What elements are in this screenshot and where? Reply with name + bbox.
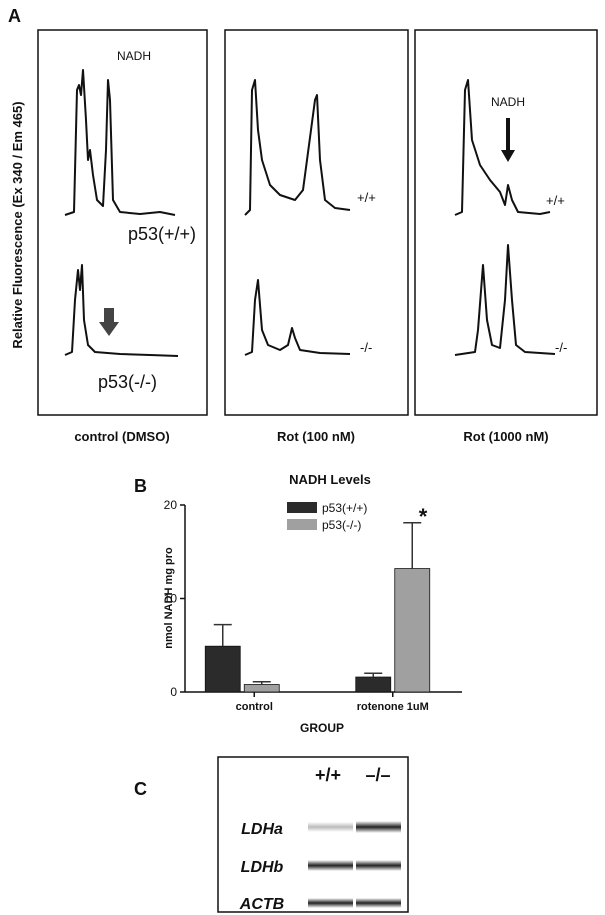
trace — [244, 79, 351, 216]
chart-title: NADH Levels — [289, 472, 371, 487]
annotation: * — [419, 504, 428, 529]
column-label: control (DMSO) — [74, 429, 169, 444]
row-label: LDHb — [241, 859, 284, 876]
y-axis-label: Relative Fluorescence (Ex 340 / Em 465) — [10, 101, 25, 348]
y-tick-label: 20 — [164, 498, 178, 512]
peak-label: NADH — [117, 49, 151, 63]
row-label: ACTB — [239, 896, 284, 913]
band — [308, 860, 353, 871]
trace — [454, 79, 551, 216]
column-label: Rot (100 nM) — [277, 429, 355, 444]
band — [356, 821, 401, 833]
error-bar — [364, 672, 383, 678]
frame — [217, 756, 409, 913]
y-axis-label: nmol NADH mg pro — [163, 547, 175, 649]
legend-swatch — [287, 502, 317, 513]
error-bar — [403, 522, 422, 569]
error-bar — [213, 623, 232, 647]
band — [356, 860, 401, 871]
trace — [64, 264, 179, 357]
y-tick-label: 10 — [164, 592, 178, 606]
column-label: +/+ — [315, 765, 341, 785]
trace — [244, 279, 351, 356]
row-label: LDHa — [241, 821, 283, 838]
error-bar — [252, 680, 271, 685]
trace-label: p53(-/-) — [98, 372, 157, 392]
band — [308, 898, 353, 908]
peak-label: NADH — [491, 95, 525, 109]
trace-label: p53(+/+) — [128, 224, 196, 244]
legend-label: p53(+/+) — [322, 501, 367, 515]
frame — [224, 29, 409, 416]
column-label: Rot (1000 nM) — [463, 429, 548, 444]
band — [308, 822, 353, 832]
frame — [37, 29, 208, 416]
y-tick-label: 0 — [170, 685, 177, 699]
bar — [204, 645, 241, 693]
panel-label: B — [134, 476, 147, 496]
panel-label: A — [8, 6, 21, 26]
band — [356, 898, 401, 908]
arrow — [501, 118, 515, 162]
x-tick-label: control — [236, 701, 273, 713]
trace-label: +/+ — [546, 193, 565, 208]
trace-label: -/- — [360, 340, 372, 355]
trace-label: +/+ — [357, 190, 376, 205]
trace — [454, 244, 556, 356]
frame — [414, 29, 598, 416]
legend-swatch — [287, 519, 317, 530]
trace-label: -/- — [555, 340, 567, 355]
legend-label: p53(-/-) — [322, 518, 361, 532]
x-axis-label: GROUP — [300, 721, 344, 735]
bar — [394, 568, 431, 693]
column-label: –/– — [365, 765, 390, 785]
arrow — [99, 308, 119, 336]
bar — [243, 684, 280, 693]
x-tick-label: rotenone 1uM — [357, 701, 429, 713]
trace — [64, 69, 176, 216]
bar — [355, 676, 392, 693]
panel-label: C — [134, 779, 147, 799]
